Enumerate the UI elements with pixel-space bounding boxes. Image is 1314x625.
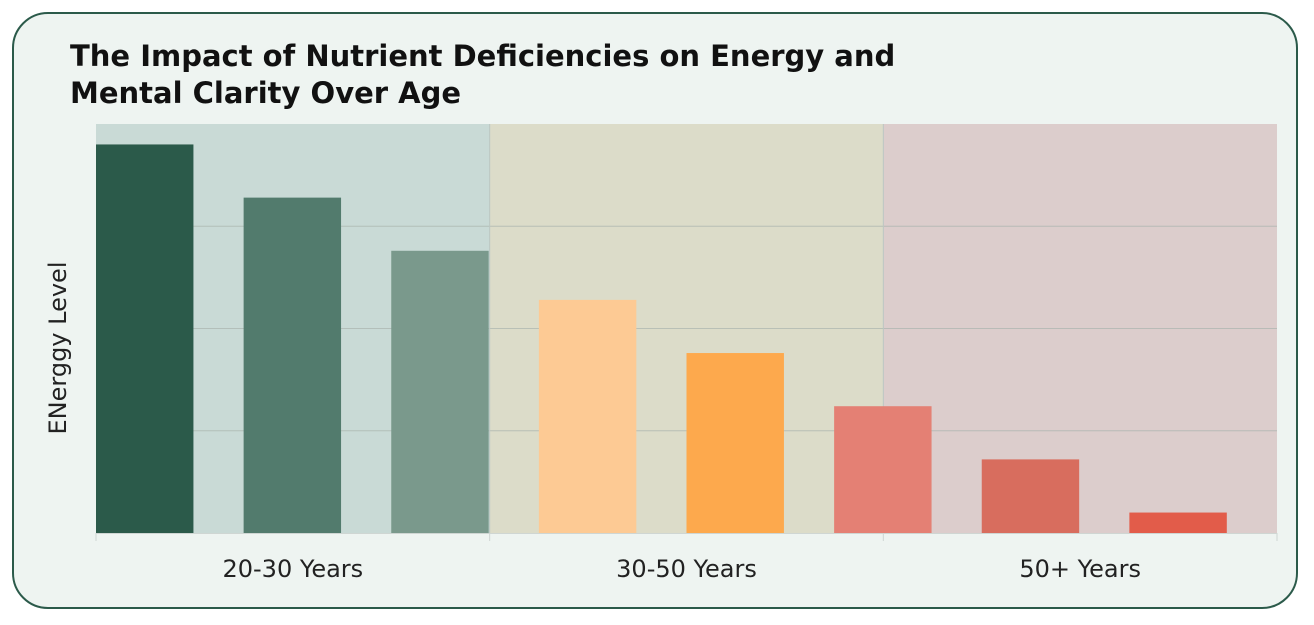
bar	[981, 459, 1080, 533]
x-tick-label: 50+ Years	[1019, 555, 1141, 583]
bar	[1129, 512, 1227, 533]
bar	[96, 144, 194, 533]
x-tick-labels: 20-30 Years 30-50 Years 50+ Years	[222, 555, 1140, 583]
bars	[96, 144, 1227, 534]
x-axis	[95, 533, 1278, 541]
bar	[834, 406, 932, 533]
bar	[243, 197, 342, 533]
chart-title: The Impact of Nutrient Deficiencies on E…	[70, 39, 896, 110]
x-tick-label: 20-30 Years	[222, 555, 363, 583]
bar	[686, 353, 784, 533]
y-axis-label: ENerggy Level	[44, 262, 72, 435]
bar	[391, 250, 489, 534]
bar	[538, 299, 637, 533]
x-tick-label: 30-50 Years	[616, 555, 757, 583]
